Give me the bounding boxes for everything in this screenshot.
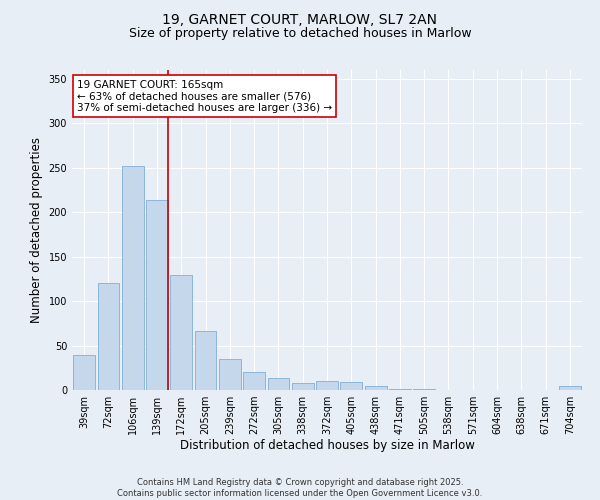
Y-axis label: Number of detached properties: Number of detached properties bbox=[30, 137, 43, 323]
Bar bbox=[413, 389, 435, 390]
X-axis label: Distribution of detached houses by size in Marlow: Distribution of detached houses by size … bbox=[179, 438, 475, 452]
Bar bbox=[292, 383, 314, 390]
Bar bbox=[316, 381, 338, 390]
Bar bbox=[559, 386, 581, 390]
Bar bbox=[243, 372, 265, 390]
Text: Size of property relative to detached houses in Marlow: Size of property relative to detached ho… bbox=[128, 28, 472, 40]
Bar bbox=[268, 378, 289, 390]
Bar bbox=[219, 359, 241, 390]
Text: 19 GARNET COURT: 165sqm
← 63% of detached houses are smaller (576)
37% of semi-d: 19 GARNET COURT: 165sqm ← 63% of detache… bbox=[77, 80, 332, 113]
Bar bbox=[194, 332, 217, 390]
Bar bbox=[170, 276, 192, 390]
Text: Contains HM Land Registry data © Crown copyright and database right 2025.
Contai: Contains HM Land Registry data © Crown c… bbox=[118, 478, 482, 498]
Bar bbox=[340, 382, 362, 390]
Bar bbox=[73, 356, 95, 390]
Bar bbox=[146, 200, 168, 390]
Bar bbox=[122, 166, 143, 390]
Bar bbox=[389, 389, 411, 390]
Bar bbox=[97, 284, 119, 390]
Bar bbox=[365, 386, 386, 390]
Text: 19, GARNET COURT, MARLOW, SL7 2AN: 19, GARNET COURT, MARLOW, SL7 2AN bbox=[163, 12, 437, 26]
